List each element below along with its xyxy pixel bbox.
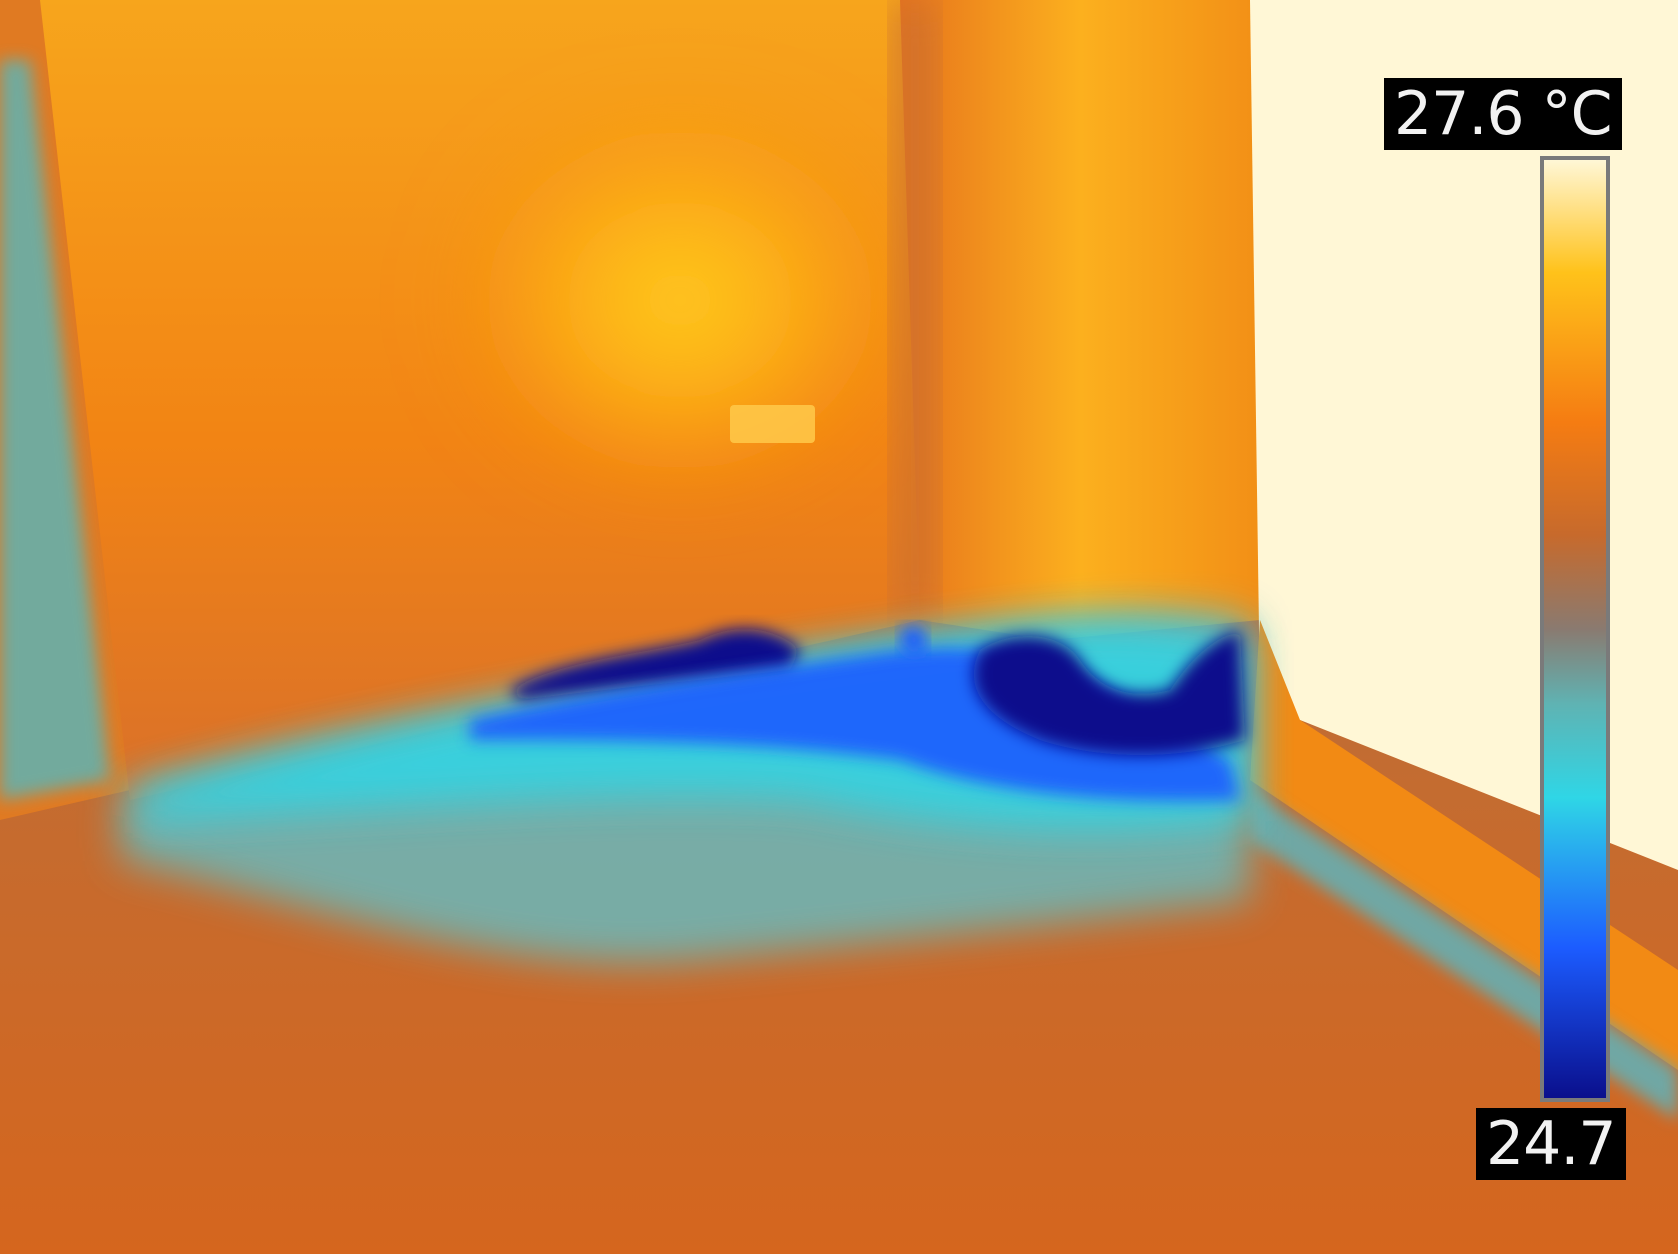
cold-spot-left (510, 629, 800, 700)
cold-pocket (900, 625, 926, 655)
temperature-scale-bar (1540, 156, 1610, 1102)
wall-hotspot (450, 100, 910, 500)
wall-outlet (730, 405, 815, 443)
cold-spot-right (973, 630, 1245, 755)
temperature-gradient (1544, 160, 1606, 1098)
wall-corner-seam (895, 0, 935, 620)
right-wall-region (900, 0, 1260, 640)
scale-max-label: 27.6 °C (1384, 78, 1622, 150)
scale-min-label: 24.7 (1476, 1108, 1626, 1180)
left-edge-cool-strip (0, 60, 110, 800)
